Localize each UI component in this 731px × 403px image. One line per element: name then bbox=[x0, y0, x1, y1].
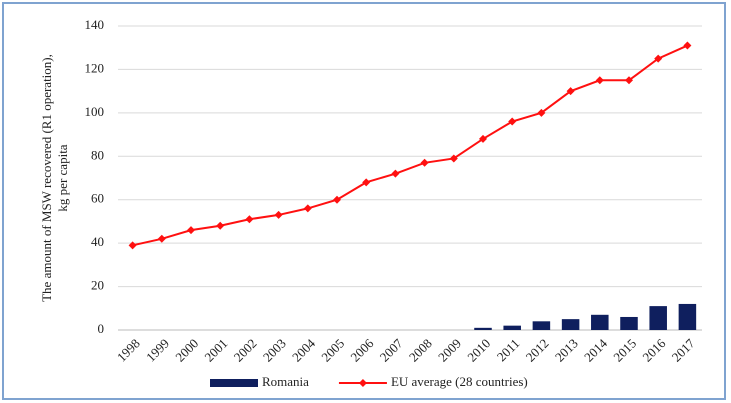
marker bbox=[654, 54, 663, 63]
marker bbox=[216, 221, 225, 230]
y-tick-label: 120 bbox=[85, 60, 105, 75]
bar bbox=[678, 303, 697, 330]
marker bbox=[420, 158, 429, 167]
y-tick-label: 100 bbox=[85, 104, 105, 119]
bar bbox=[591, 314, 609, 330]
marker bbox=[537, 108, 546, 117]
line bbox=[132, 44, 688, 247]
marker bbox=[625, 76, 633, 85]
marker bbox=[683, 41, 692, 50]
bar bbox=[649, 306, 667, 330]
bar bbox=[474, 327, 492, 330]
marker bbox=[391, 169, 400, 178]
marker bbox=[303, 204, 312, 213]
y-tick-label: 20 bbox=[91, 278, 104, 293]
y-tick-label: 60 bbox=[91, 191, 104, 206]
legend-label: Romania bbox=[262, 374, 309, 389]
y-axis-label-line: kg per capita bbox=[55, 144, 70, 211]
marker bbox=[245, 215, 254, 224]
marker bbox=[333, 195, 341, 204]
legend-swatch bbox=[210, 379, 258, 387]
bar bbox=[532, 321, 551, 330]
y-tick-label: 0 bbox=[98, 321, 105, 336]
marker bbox=[274, 210, 283, 219]
y-tick-label: 80 bbox=[91, 147, 104, 162]
bar bbox=[561, 319, 580, 330]
y-axis-label-line: The amount of MSW recovered (R1 operatio… bbox=[39, 54, 54, 302]
legend-swatch bbox=[358, 379, 367, 387]
legend-label: EU average (28 countries) bbox=[391, 374, 528, 389]
marker bbox=[362, 178, 371, 187]
y-axis-label: The amount of MSW recovered (R1 operatio… bbox=[39, 54, 70, 302]
bar bbox=[503, 325, 521, 330]
marker bbox=[187, 226, 195, 235]
marker bbox=[566, 87, 575, 96]
bar bbox=[620, 316, 638, 330]
marker bbox=[479, 134, 487, 143]
marker bbox=[595, 76, 604, 85]
y-tick-label: 40 bbox=[91, 234, 104, 249]
marker bbox=[508, 117, 517, 126]
y-tick-label: 140 bbox=[85, 17, 105, 32]
marker bbox=[128, 241, 137, 250]
marker bbox=[157, 234, 166, 243]
marker bbox=[449, 154, 458, 163]
